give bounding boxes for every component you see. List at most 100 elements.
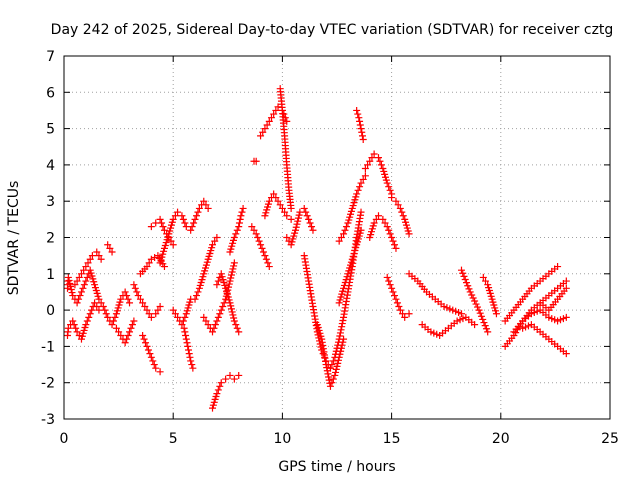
data-point <box>69 292 77 300</box>
data-point <box>235 219 243 227</box>
data-point <box>95 295 103 303</box>
data-point <box>383 273 391 281</box>
data-point <box>171 310 179 318</box>
data-point <box>104 313 112 321</box>
data-point <box>235 328 243 336</box>
data-point <box>326 364 334 372</box>
data-point <box>67 283 75 291</box>
data-point <box>274 197 282 205</box>
data-point <box>213 317 221 325</box>
data-point <box>338 320 346 328</box>
data-point <box>184 346 192 354</box>
data-point <box>160 263 168 271</box>
data-point <box>144 346 152 354</box>
data-point <box>339 316 347 324</box>
data-point <box>226 299 234 307</box>
data-point <box>108 248 116 256</box>
data-point <box>121 288 129 296</box>
data-point <box>259 248 267 256</box>
data-point <box>123 335 131 343</box>
data-point <box>181 219 189 227</box>
data-point <box>332 350 340 358</box>
data-point <box>195 204 203 212</box>
data-point <box>484 328 492 336</box>
data-point <box>332 368 340 376</box>
data-point <box>117 295 125 303</box>
y-tick-label: 2 <box>46 231 55 247</box>
data-point <box>75 273 83 281</box>
data-point <box>200 197 208 205</box>
data-point <box>283 234 291 241</box>
data-point <box>237 212 245 220</box>
data-point <box>97 255 105 263</box>
data-point <box>156 368 164 376</box>
axis-ticks: 0 5 10 15 20 25 -3 -2 -1 0 1 2 3 4 5 6 7 <box>41 49 619 447</box>
data-point <box>181 313 189 321</box>
data-point <box>146 350 154 358</box>
data-point <box>340 230 348 238</box>
data-point <box>480 319 488 327</box>
x-tick-label: 20 <box>492 431 510 447</box>
data-point <box>285 237 293 245</box>
data-point <box>187 357 195 365</box>
data-point <box>309 226 317 234</box>
data-point <box>67 286 75 294</box>
data-point <box>72 324 80 332</box>
data-point <box>258 244 266 252</box>
data-point <box>287 204 295 212</box>
data-point <box>209 328 217 336</box>
data-point <box>233 324 241 332</box>
data-point <box>169 215 177 223</box>
y-tick-label: 3 <box>46 194 55 210</box>
data-point <box>73 328 81 336</box>
data-point <box>204 321 212 329</box>
data-point <box>110 317 118 325</box>
data-point <box>77 288 85 296</box>
data-point <box>270 190 278 198</box>
data-point <box>86 255 94 263</box>
data-point <box>396 204 404 212</box>
data-point <box>471 321 479 329</box>
data-point <box>377 161 385 169</box>
data-point <box>188 361 196 369</box>
data-point <box>356 117 364 125</box>
data-point <box>108 321 116 329</box>
data-point <box>255 237 263 245</box>
data-point <box>213 281 221 289</box>
data-point <box>217 306 225 314</box>
data-point <box>127 324 135 332</box>
data-point <box>305 215 313 223</box>
data-point <box>358 132 366 140</box>
data-point <box>329 357 337 365</box>
data-point <box>468 291 476 299</box>
data-point <box>150 361 158 369</box>
data-point <box>391 241 399 249</box>
data-point <box>143 306 151 314</box>
data-point <box>216 310 224 318</box>
data-point <box>229 265 237 273</box>
data-point <box>562 350 570 358</box>
data-point <box>357 208 365 216</box>
data-point <box>385 226 393 234</box>
data-point <box>562 313 570 321</box>
data-point <box>156 215 164 223</box>
data-point <box>353 190 361 198</box>
data-point <box>265 117 273 125</box>
data-point <box>263 121 271 129</box>
data-point <box>178 212 186 220</box>
data-point <box>228 268 236 276</box>
y-tick-label: 1 <box>46 267 55 283</box>
data-point <box>123 292 131 300</box>
data-point <box>283 212 291 220</box>
data-point <box>235 223 243 231</box>
data-point <box>356 183 364 191</box>
data-point <box>178 321 186 329</box>
data-point <box>128 321 136 329</box>
data-point <box>281 208 289 216</box>
data-point <box>187 226 195 234</box>
data-point <box>152 364 160 372</box>
data-point <box>76 292 84 300</box>
data-point <box>335 237 343 245</box>
